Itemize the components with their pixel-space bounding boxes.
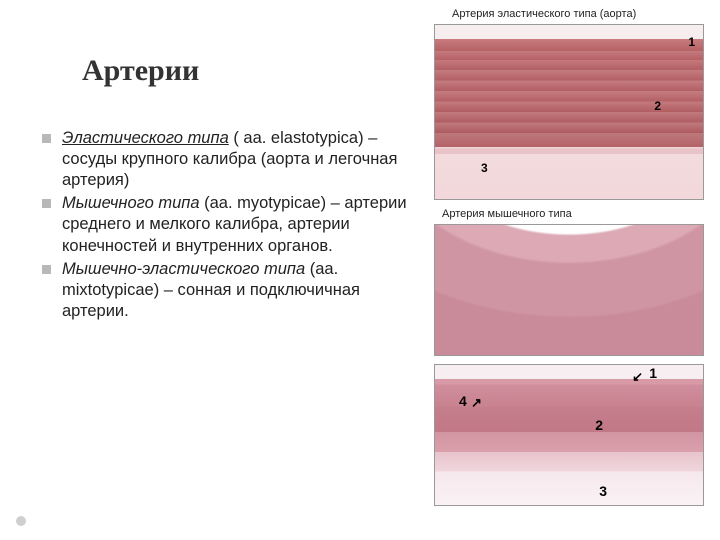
bullet-item: Мышечного типа (aa. myotypicae) – артери… [42,193,422,256]
slide: Артерии Эластического типа ( aa. elastot… [0,0,720,540]
left-column: Артерии Эластического типа ( aa. elastot… [0,0,422,540]
footer-dot-icon [16,516,26,526]
caption-muscular: Артерия мышечного типа [422,208,720,220]
histology-image-muscular-1 [434,224,704,356]
image-label: 2 [595,417,603,433]
histology-image-elastic: 1 2 3 [434,24,704,200]
arrow-icon: ↙ [632,369,643,385]
bullet-item: Эластического типа ( aa. elastotypica) –… [42,128,422,191]
image-label: 3 [481,161,488,175]
right-column: Артерия эластического типа (аорта) 1 2 3… [422,0,720,540]
slide-title: Артерии [82,54,422,88]
bullet-square-icon [42,265,51,274]
bullet-list: Эластического типа ( aa. elastotypica) –… [42,128,422,322]
bullet-item: Мышечно-эластического типа (aa. mixtotyp… [42,259,422,322]
image-label: 1 [688,35,695,49]
histology-image-muscular-2: ↙ 1 2 3 4 ↗ [434,364,704,506]
caption-elastic: Артерия эластического типа (аорта) [422,8,720,20]
bullet-term: Мышечного типа [62,194,200,212]
image-label: 3 [599,483,607,499]
bullet-term: Мышечно-эластического типа [62,260,305,278]
bullet-term: Эластического типа [62,129,229,147]
arrow-icon: ↗ [471,395,482,411]
bullet-square-icon [42,134,51,143]
image-label: 2 [654,99,661,113]
image-label: 1 [649,365,657,381]
image-label: 4 [459,393,467,409]
bullet-square-icon [42,199,51,208]
